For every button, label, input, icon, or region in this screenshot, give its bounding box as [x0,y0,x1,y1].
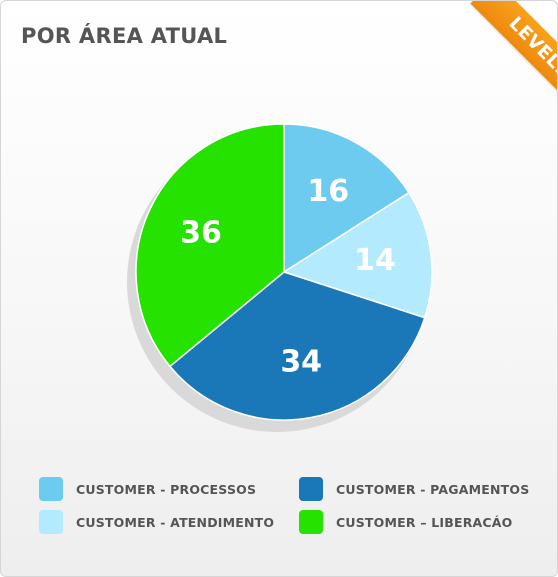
legend-item-atendimento[interactable]: CUSTOMER - ATENDIMENTO [39,510,274,534]
legend-label: CUSTOMER - PAGAMENTOS [336,481,530,497]
pie-slice-pagamentos[interactable] [168,271,426,421]
pie-slice-atendimento[interactable] [282,191,433,319]
legend-item-processos[interactable]: CUSTOMER - PROCESSOS [39,477,256,501]
pie-slices [135,123,433,421]
pie-slice-liberacao[interactable] [135,123,285,368]
legend-item-liberacao[interactable]: CUSTOMER – LIBERACÁO [299,510,513,534]
legend-label: CUSTOMER – LIBERACÁO [336,514,513,530]
pie-value-label-atendimento: 14 [354,243,396,278]
legend-swatch [39,510,63,534]
pie-value-label-liberacao: 36 [180,215,222,250]
legend-swatch [39,477,63,501]
chart-title: POR ÁREA ATUAL [21,24,228,48]
pie-value-label-processos: 16 [307,174,349,209]
pie-slice-processos[interactable] [283,123,410,274]
legend-item-pagamentos[interactable]: CUSTOMER - PAGAMENTOS [299,477,529,501]
legend-swatch [299,477,323,501]
legend-swatch [299,510,323,534]
legend-label: CUSTOMER - PROCESSOS [76,481,257,497]
legend-label: CUSTOMER - ATENDIMENTO [76,514,275,530]
pie-value-label-pagamentos: 34 [280,345,322,380]
legend: CUSTOMER - PROCESSOS CUSTOMER - ATENDIME… [39,477,539,537]
